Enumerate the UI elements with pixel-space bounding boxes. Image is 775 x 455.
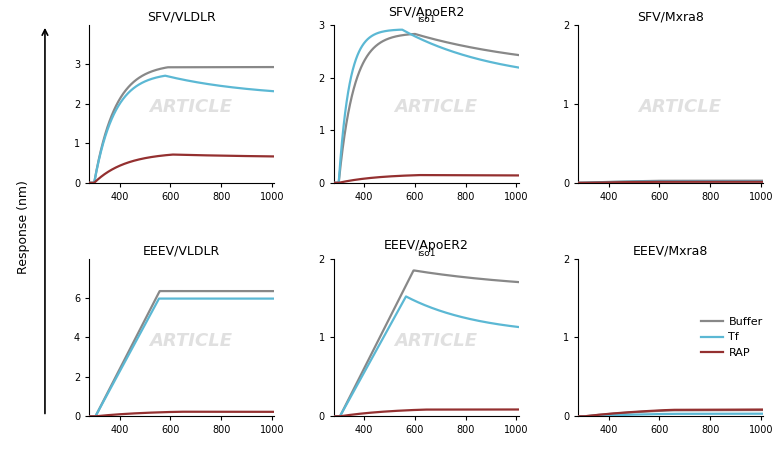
Text: EEEV/ApoER2: EEEV/ApoER2 bbox=[384, 239, 469, 252]
Text: iso1: iso1 bbox=[417, 249, 436, 258]
Legend: Buffer, Tf, RAP: Buffer, Tf, RAP bbox=[696, 313, 767, 363]
Text: ARTICLE: ARTICLE bbox=[150, 332, 232, 349]
Text: iso1: iso1 bbox=[417, 15, 436, 24]
Text: ARTICLE: ARTICLE bbox=[394, 98, 477, 116]
Text: SFV/ApoER2: SFV/ApoER2 bbox=[388, 6, 464, 19]
Title: EEEV/VLDLR: EEEV/VLDLR bbox=[143, 244, 220, 258]
Title: EEEV/Mxra8: EEEV/Mxra8 bbox=[633, 244, 708, 258]
Text: Response (nm): Response (nm) bbox=[17, 181, 30, 274]
Text: ARTICLE: ARTICLE bbox=[150, 98, 232, 116]
Title: SFV/Mxra8: SFV/Mxra8 bbox=[637, 11, 704, 24]
Title: SFV/VLDLR: SFV/VLDLR bbox=[147, 11, 216, 24]
Text: ARTICLE: ARTICLE bbox=[394, 332, 477, 349]
Text: ARTICLE: ARTICLE bbox=[639, 98, 722, 116]
